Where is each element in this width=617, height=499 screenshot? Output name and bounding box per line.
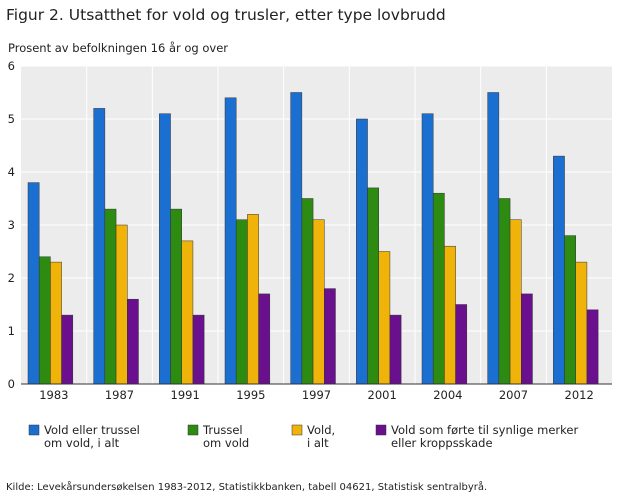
x-tick-label: 1995 bbox=[236, 388, 265, 402]
y-tick-label: 5 bbox=[8, 112, 15, 126]
bar-1983-series-1 bbox=[27, 182, 40, 385]
x-tick-label: 2012 bbox=[565, 388, 594, 402]
bar-1995-series-4 bbox=[258, 293, 271, 385]
bar-1987-series-1 bbox=[93, 108, 106, 385]
bar-2001-series-1 bbox=[356, 118, 368, 385]
legend-label-1: Vold eller trussel bbox=[44, 423, 140, 437]
bar-1991-series-3 bbox=[181, 240, 194, 385]
legend-label-3: Vold, bbox=[307, 423, 335, 437]
source-note: Kilde: Levekårsundersøkelsen 1983-2012, … bbox=[6, 480, 487, 493]
bar-1987-series-3 bbox=[115, 224, 128, 385]
legend-label-4: Vold som førte til synlige merker bbox=[391, 423, 578, 437]
legend-swatch-1 bbox=[28, 424, 40, 436]
y-tick-label: 0 bbox=[8, 377, 15, 391]
legend-label-4: eller kroppsskade bbox=[391, 436, 493, 450]
y-tick-label: 4 bbox=[8, 165, 15, 179]
legend-label-1: om vold, i alt bbox=[44, 436, 120, 450]
bar-1987-series-2 bbox=[104, 208, 117, 385]
bar-2004-series-4 bbox=[455, 304, 468, 385]
bar-2012-series-3 bbox=[575, 261, 588, 385]
bar-2007-series-1 bbox=[487, 92, 500, 385]
legend-label-2: Trussel bbox=[202, 423, 243, 437]
bar-1991-series-4 bbox=[192, 314, 205, 385]
bar-2007-series-3 bbox=[509, 219, 522, 385]
bar-1995-series-1 bbox=[224, 97, 237, 385]
plot-area: 0 1 2 3 4 5 6 1983 1987 1991 1995 1997 2001 2004 2007 2… bbox=[8, 59, 612, 402]
bar-2012-series-2 bbox=[564, 235, 576, 385]
bar-1997-series-3 bbox=[312, 219, 325, 385]
legend-swatch-4 bbox=[375, 424, 387, 436]
bar-1997-series-2 bbox=[301, 198, 314, 385]
legend-swatch-2 bbox=[187, 424, 199, 436]
bar-2004-series-2 bbox=[432, 192, 445, 385]
bar-2012-series-1 bbox=[553, 155, 565, 385]
bar-1991-series-1 bbox=[159, 113, 171, 385]
y-axis-label: Prosent av befolkningen 16 år og over bbox=[8, 41, 228, 55]
x-tick-label: 1991 bbox=[171, 388, 200, 402]
bar-2001-series-3 bbox=[378, 251, 391, 385]
bar-2001-series-2 bbox=[367, 187, 379, 385]
bar-2012-series-4 bbox=[586, 309, 599, 385]
x-tick-label: 1983 bbox=[39, 388, 68, 402]
legend-label-3: i alt bbox=[307, 436, 329, 450]
bar-2004-series-3 bbox=[444, 245, 456, 385]
bar-1997-series-1 bbox=[290, 92, 303, 385]
x-tick-label: 1987 bbox=[105, 388, 134, 402]
bar-2007-series-2 bbox=[498, 198, 511, 385]
y-tick-label: 1 bbox=[8, 324, 15, 338]
bar-1997-series-4 bbox=[324, 288, 336, 385]
legend-swatch-3 bbox=[291, 424, 303, 436]
bar-1987-series-4 bbox=[127, 298, 139, 385]
bar-1995-series-3 bbox=[247, 214, 259, 385]
bar-2007-series-4 bbox=[521, 293, 533, 385]
y-tick-label: 2 bbox=[8, 271, 15, 285]
bar-1983-series-4 bbox=[61, 314, 74, 385]
y-tick-label: 6 bbox=[8, 59, 15, 73]
bar-1991-series-2 bbox=[170, 208, 182, 385]
y-tick-label: 3 bbox=[8, 218, 15, 232]
x-tick-label: 1997 bbox=[302, 388, 331, 402]
bar-2001-series-4 bbox=[389, 314, 402, 385]
x-tick-label: 2004 bbox=[433, 388, 462, 402]
legend-label-2: om vold bbox=[203, 436, 249, 450]
bar-1983-series-2 bbox=[38, 256, 51, 385]
bar-1983-series-3 bbox=[50, 261, 62, 385]
bar-1995-series-2 bbox=[235, 219, 248, 385]
x-tick-label: 2001 bbox=[368, 388, 397, 402]
x-tick-label: 2007 bbox=[499, 388, 528, 402]
bar-2004-series-1 bbox=[421, 113, 434, 385]
chart-title: Figur 2. Utsatthet for vold og trusler, … bbox=[6, 6, 446, 24]
